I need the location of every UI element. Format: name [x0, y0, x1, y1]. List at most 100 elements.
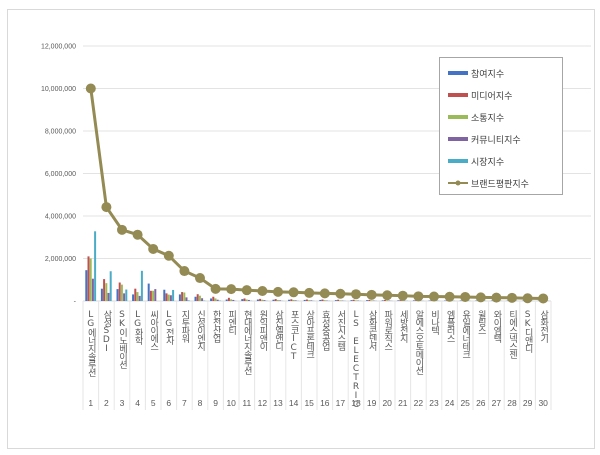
bar: [140, 270, 143, 301]
bar: [263, 300, 266, 301]
x-category-label: 삼성SDI: [101, 310, 111, 353]
bar: [154, 289, 157, 301]
legend-item-media: 미디어지수: [448, 88, 512, 102]
bar: [272, 299, 275, 301]
line-marker: [319, 288, 330, 299]
x-rank-label: 29: [523, 398, 533, 408]
line-marker: [491, 292, 502, 303]
x-rank-label: 6: [166, 398, 171, 408]
x-category-label: 삼화전기: [538, 310, 548, 344]
bar: [352, 299, 355, 301]
bar: [214, 298, 217, 301]
line-marker: [101, 202, 112, 213]
x-category-label: 한전산업: [211, 310, 221, 343]
y-tick-label: 2,000,000: [45, 256, 76, 263]
x-rank-label: 13: [273, 398, 283, 408]
bar: [412, 300, 415, 301]
line-marker: [210, 283, 221, 294]
line-marker: [85, 83, 96, 94]
y-tick-label: 4,000,000: [45, 214, 76, 221]
x-category-label: 세방전지: [398, 310, 408, 344]
bar: [290, 299, 293, 301]
x-category-label: 포스코ICT: [289, 310, 299, 361]
bar: [107, 292, 110, 301]
x-rank-label: 5: [151, 398, 156, 408]
x-rank-label: 20: [382, 398, 392, 408]
line-marker: [522, 293, 533, 304]
bar: [149, 290, 152, 301]
x-category-label: 원익피앤이: [257, 310, 267, 352]
bar: [118, 282, 121, 301]
x-category-label: 알에스오토메이션: [413, 310, 423, 375]
x-category-label: 상아프론테크: [304, 310, 314, 358]
bar: [334, 300, 337, 301]
line-marker: [460, 291, 471, 302]
x-rank-label: 30: [538, 398, 548, 408]
x-rank-label: 23: [429, 398, 439, 408]
bar: [183, 292, 186, 301]
bar: [120, 284, 123, 301]
x-category-label: SK이노베이션: [117, 310, 127, 369]
bar: [276, 299, 279, 301]
bar: [256, 299, 259, 301]
x-category-label: 현대에너지솔루션: [242, 310, 252, 375]
bar: [103, 279, 106, 301]
x-category-label: 파워로직스: [382, 310, 392, 350]
y-tick-label: -: [74, 299, 77, 306]
bar: [185, 297, 188, 301]
x-category-label: 지투파워: [179, 310, 189, 344]
bar: [243, 298, 246, 301]
bar: [89, 258, 92, 301]
x-category-label: 삼진엘앤디: [273, 310, 283, 352]
x-category-label: 삼화콘덴서: [367, 310, 377, 352]
bar: [366, 300, 369, 301]
x-rank-label: 10: [226, 398, 236, 408]
bar: [337, 299, 340, 301]
line-series-brand-reputation: [85, 83, 549, 304]
line-marker: [397, 290, 408, 301]
bar: [196, 294, 199, 301]
bar: [109, 271, 112, 301]
x-rank-label: 8: [198, 398, 203, 408]
x-rank-label: 16: [320, 398, 330, 408]
bar: [212, 296, 215, 301]
line-marker: [132, 229, 143, 240]
x-category-label: SK디앤디: [523, 310, 533, 354]
bar: [350, 300, 353, 301]
bar: [339, 300, 342, 301]
bar-series: [85, 231, 549, 301]
x-rank-label: 21: [398, 398, 408, 408]
x-category-label: 티에스넥스젠: [507, 310, 517, 359]
line-marker: [444, 291, 455, 302]
bar: [279, 300, 282, 301]
bar: [169, 295, 172, 301]
x-rank-label: 18: [351, 398, 361, 408]
x-category-label: 와이엠텍: [491, 309, 501, 344]
bar: [178, 294, 181, 301]
legend-item-communication: 소통지수: [448, 110, 504, 124]
legend-swatch: [448, 137, 468, 141]
x-category-label: 서진시스템: [335, 310, 345, 351]
x-rank-label: 1: [88, 398, 93, 408]
bar: [198, 295, 201, 301]
bar: [241, 299, 244, 301]
line-marker: [117, 224, 127, 235]
line-marker: [257, 286, 268, 297]
bar: [245, 299, 248, 301]
x-category-label: 윌링스: [476, 310, 486, 334]
x-category-label: 신성이엔지: [195, 310, 205, 352]
y-tick-label: 8,000,000: [45, 129, 76, 136]
bar: [292, 299, 295, 301]
x-axis-categories: LG에너지솔루션 1 삼성SDI 2 SK이노베이션 3 LG화학 4 씨아이에스 5 LG전자 6 지…: [86, 309, 549, 409]
x-category-label: 효성중공업: [320, 310, 330, 351]
line-marker: [288, 287, 299, 298]
bar: [319, 299, 322, 301]
bar: [134, 288, 137, 301]
bar: [201, 298, 204, 301]
bar: [152, 290, 155, 301]
gridlines: [82, 45, 591, 410]
line-marker: [382, 290, 393, 301]
bar: [105, 283, 108, 301]
line-marker: [538, 293, 549, 304]
